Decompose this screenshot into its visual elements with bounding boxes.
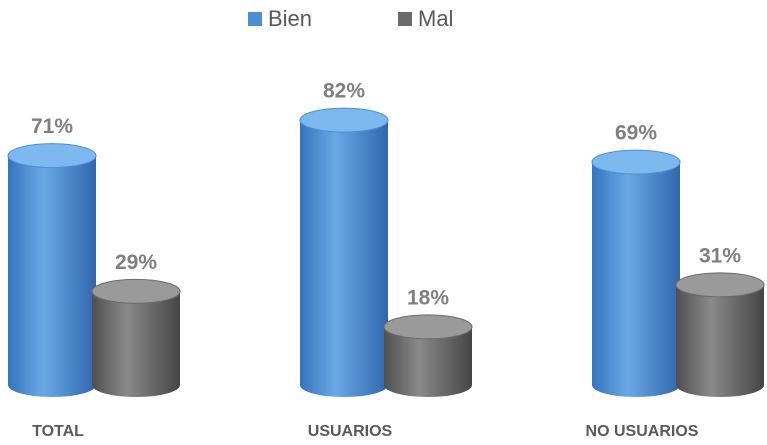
bar: [299, 107, 389, 397]
bar-body: [676, 284, 764, 385]
data-label: 69%: [615, 122, 657, 145]
data-label: 31%: [699, 244, 741, 267]
data-label: 82%: [323, 80, 365, 103]
bar: [7, 143, 97, 397]
bar-body: [8, 155, 96, 385]
data-label: 29%: [115, 251, 157, 274]
legend-swatch: [248, 12, 262, 26]
data-label: 18%: [407, 286, 449, 309]
bar: [675, 272, 765, 397]
data-label: 71%: [31, 115, 73, 138]
bar-body: [592, 162, 680, 385]
x-tick-label: NO USUARIOS: [586, 423, 699, 440]
bar-top: [383, 314, 473, 340]
bar-top: [7, 143, 97, 169]
bar-body: [92, 291, 180, 385]
x-tick-label: USUARIOS: [308, 423, 393, 440]
legend-label: Mal: [418, 6, 453, 31]
bar: [591, 149, 681, 397]
legend-swatch: [398, 12, 412, 26]
bar-body: [300, 120, 388, 385]
bar-top: [91, 278, 181, 304]
bar-top: [675, 272, 765, 298]
bar-top: [591, 149, 681, 175]
bar-top: [299, 107, 389, 133]
bar: [383, 314, 473, 397]
legend-label: Bien: [268, 6, 312, 31]
bar: [91, 278, 181, 397]
x-tick-label: TOTAL: [32, 423, 84, 440]
